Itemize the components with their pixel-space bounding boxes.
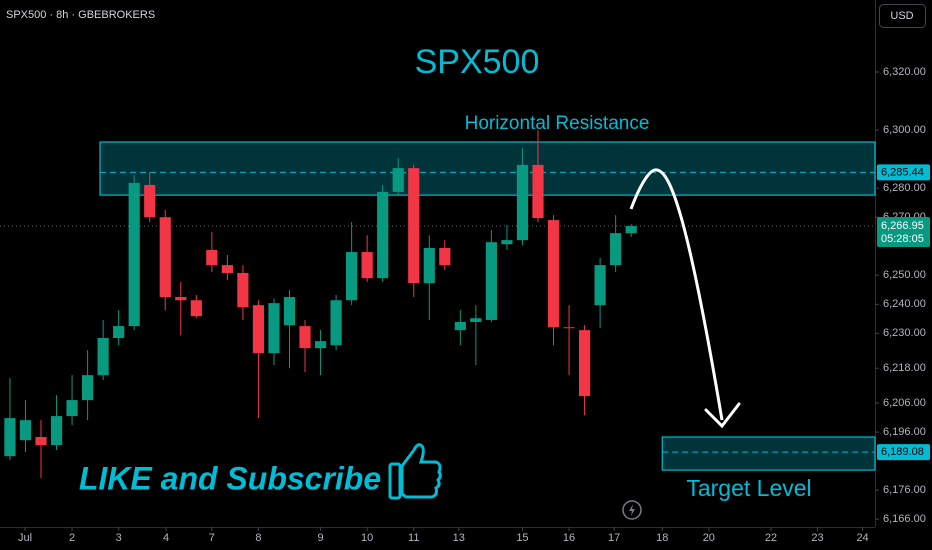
candle-body <box>532 164 544 219</box>
countdown-label: 05:28:05 <box>881 233 924 245</box>
candle-body <box>19 420 32 441</box>
y-tick-label: 6,250.00 <box>883 269 926 281</box>
candle-body <box>423 247 435 284</box>
candle-body <box>454 322 466 331</box>
symbol-info: SPX500 · 8h · GBEBROKERS <box>6 9 155 21</box>
x-tick-label: 3 <box>116 532 122 544</box>
x-tick-label: 22 <box>765 532 777 544</box>
candle-body <box>578 330 591 397</box>
x-tick-label: 7 <box>209 532 215 544</box>
y-tick-label: 6,280.00 <box>883 182 926 194</box>
y-tick-label: 6,240.00 <box>883 298 926 310</box>
candle-body <box>113 326 125 338</box>
candle-body <box>35 436 47 446</box>
candle-body <box>346 252 358 301</box>
candle-body <box>439 247 451 266</box>
projection-arrowhead <box>704 402 741 429</box>
x-tick-label: 17 <box>608 532 620 544</box>
x-tick-label: 15 <box>516 532 528 544</box>
candle-body <box>4 418 16 457</box>
candle-body <box>175 297 187 301</box>
candle-body <box>50 416 63 446</box>
candle-body <box>470 318 482 323</box>
candle-body <box>563 327 575 329</box>
zone-level-tag <box>877 444 930 461</box>
candle-body <box>485 242 497 320</box>
candle-body <box>594 265 606 306</box>
candle-body <box>82 375 94 401</box>
zone-annotation: Horizontal Resistance <box>465 113 650 134</box>
candle-body <box>237 272 249 308</box>
last-price-tag <box>877 217 930 248</box>
x-tick-label: 11 <box>408 532 419 544</box>
promo-text: LIKE and Subscribe <box>79 460 381 496</box>
candles <box>4 130 637 479</box>
candle-body <box>252 305 265 354</box>
candle-body <box>392 168 404 192</box>
zones <box>0 141 876 471</box>
x-tick-label: 2 <box>69 532 75 544</box>
candle-body <box>268 303 280 354</box>
candle-body <box>361 252 373 279</box>
candle-body <box>516 164 529 241</box>
candle-body <box>610 233 622 266</box>
y-tick-label: 6,230.00 <box>883 327 926 339</box>
zone-box <box>99 141 876 196</box>
y-tick-label: 6,206.00 <box>883 397 926 409</box>
axes: 6,166.00 6,176.00 6,196.00 6,206.00 6,218.00… <box>18 66 930 544</box>
x-tick-label: 23 <box>811 532 823 544</box>
x-tick-label: 20 <box>703 532 715 544</box>
candle-body <box>128 182 140 327</box>
x-tick-label: 4 <box>163 532 169 544</box>
candle-body <box>221 265 233 273</box>
candle-body <box>625 226 637 234</box>
candle-body <box>66 400 78 417</box>
zone-level-tag <box>877 164 930 181</box>
zone-annotation: Target Level <box>686 475 811 501</box>
candle-body <box>283 297 296 326</box>
y-tick-label: 6,218.00 <box>883 362 926 374</box>
x-tick-label: 8 <box>255 532 261 544</box>
x-tick-label: 18 <box>656 532 668 544</box>
candle-body <box>144 184 156 218</box>
replay-icon[interactable] <box>622 500 642 520</box>
candle-body <box>314 341 327 349</box>
currency-label: USD <box>890 10 913 22</box>
zone-level-label: 6,189.08 <box>881 446 924 458</box>
x-tick-label: 24 <box>856 532 868 544</box>
chart-title: SPX500 <box>415 43 540 81</box>
x-tick-label: 16 <box>563 532 575 544</box>
x-tick-label: 9 <box>317 532 323 544</box>
candle-body <box>97 337 109 376</box>
candle-body <box>501 240 513 245</box>
projection-arrow <box>629 168 724 421</box>
x-tick-label: 13 <box>453 532 465 544</box>
thumbs-up-icon <box>388 443 442 500</box>
x-tick-label: Jul <box>18 532 32 544</box>
last-price-label: 6,266.95 <box>881 220 924 232</box>
y-tick-label: 6,320.00 <box>883 66 926 78</box>
candle-body <box>299 326 311 349</box>
zone-box <box>661 436 876 471</box>
candle-body <box>206 249 218 266</box>
candle-body <box>377 191 389 279</box>
candle-body <box>190 300 202 317</box>
candle-body <box>159 217 171 298</box>
x-tick-label: 10 <box>361 532 373 544</box>
candle-body <box>408 168 420 284</box>
y-tick-label: 6,166.00 <box>883 513 926 525</box>
y-tick-label: 6,300.00 <box>883 124 926 136</box>
y-tick-label: 6,176.00 <box>883 484 926 496</box>
currency-button[interactable] <box>879 4 926 28</box>
candle-body <box>547 220 560 328</box>
y-tick-label: 6,196.00 <box>883 426 926 438</box>
zone-level-label: 6,285.44 <box>881 166 924 178</box>
candle-body <box>330 300 342 346</box>
